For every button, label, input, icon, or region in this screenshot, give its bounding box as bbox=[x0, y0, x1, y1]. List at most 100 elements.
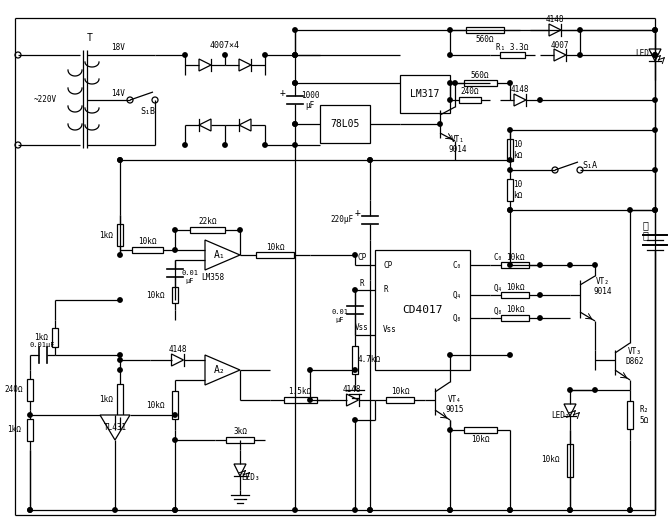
Text: LM317: LM317 bbox=[410, 89, 440, 99]
Bar bbox=[352, 346, 358, 374]
Circle shape bbox=[448, 508, 452, 512]
Polygon shape bbox=[171, 354, 183, 366]
Bar bbox=[284, 397, 316, 403]
Text: 4148: 4148 bbox=[510, 85, 529, 94]
Text: 1.5kΩ: 1.5kΩ bbox=[288, 387, 312, 396]
Circle shape bbox=[653, 208, 657, 212]
Text: C₀: C₀ bbox=[453, 260, 462, 269]
Circle shape bbox=[183, 143, 187, 147]
Bar bbox=[501, 292, 529, 298]
Text: Q₈: Q₈ bbox=[493, 307, 502, 316]
Circle shape bbox=[653, 28, 657, 32]
Circle shape bbox=[368, 158, 372, 162]
Circle shape bbox=[353, 368, 357, 372]
Text: 10kΩ: 10kΩ bbox=[146, 401, 165, 409]
Bar bbox=[507, 139, 513, 161]
Polygon shape bbox=[239, 59, 251, 71]
Text: 220μF: 220μF bbox=[330, 216, 353, 225]
Text: 240Ω: 240Ω bbox=[5, 385, 23, 395]
Circle shape bbox=[183, 53, 187, 57]
Circle shape bbox=[293, 53, 297, 57]
Circle shape bbox=[118, 158, 122, 162]
Circle shape bbox=[448, 353, 452, 357]
Circle shape bbox=[118, 253, 122, 257]
Polygon shape bbox=[514, 94, 526, 106]
Bar bbox=[375, 250, 470, 370]
Text: 1kΩ: 1kΩ bbox=[34, 333, 48, 342]
Circle shape bbox=[453, 81, 457, 85]
Text: 3kΩ: 3kΩ bbox=[233, 427, 247, 436]
Circle shape bbox=[538, 263, 542, 267]
Circle shape bbox=[293, 53, 297, 57]
Circle shape bbox=[508, 158, 512, 162]
Text: VT₃: VT₃ bbox=[628, 347, 642, 356]
Text: 10kΩ: 10kΩ bbox=[471, 434, 489, 444]
Polygon shape bbox=[649, 49, 661, 61]
Polygon shape bbox=[205, 240, 240, 270]
Text: +: + bbox=[280, 88, 286, 98]
Text: A₁: A₁ bbox=[214, 250, 226, 260]
Circle shape bbox=[568, 508, 572, 512]
Text: R₁ 3.3Ω: R₁ 3.3Ω bbox=[496, 43, 529, 52]
Bar bbox=[567, 444, 573, 476]
Text: μF: μF bbox=[336, 317, 345, 323]
Circle shape bbox=[263, 143, 267, 147]
Circle shape bbox=[628, 508, 632, 512]
Bar bbox=[226, 437, 254, 443]
Circle shape bbox=[368, 508, 372, 512]
Text: CP: CP bbox=[383, 260, 392, 269]
Text: 9014: 9014 bbox=[594, 288, 612, 297]
Polygon shape bbox=[347, 394, 359, 406]
Polygon shape bbox=[239, 119, 251, 131]
Text: LED₁: LED₁ bbox=[636, 48, 654, 57]
Text: Q₄: Q₄ bbox=[493, 284, 502, 292]
Circle shape bbox=[113, 508, 117, 512]
Circle shape bbox=[308, 368, 312, 372]
Bar bbox=[27, 379, 33, 401]
Circle shape bbox=[628, 508, 632, 512]
Circle shape bbox=[448, 98, 452, 102]
Circle shape bbox=[653, 53, 657, 57]
Circle shape bbox=[28, 413, 32, 417]
Circle shape bbox=[438, 122, 442, 126]
Circle shape bbox=[308, 398, 312, 402]
Text: 78L05: 78L05 bbox=[330, 119, 360, 129]
Text: 10kΩ: 10kΩ bbox=[138, 238, 157, 247]
Text: 10kΩ: 10kΩ bbox=[506, 306, 524, 315]
Text: Q₄: Q₄ bbox=[453, 290, 462, 299]
Polygon shape bbox=[199, 59, 211, 71]
Text: 0.01: 0.01 bbox=[181, 270, 199, 276]
Circle shape bbox=[508, 208, 512, 212]
Bar bbox=[189, 227, 225, 233]
Circle shape bbox=[293, 508, 297, 512]
Text: 10kΩ: 10kΩ bbox=[541, 455, 559, 464]
Text: 1kΩ: 1kΩ bbox=[7, 425, 21, 434]
Bar bbox=[466, 27, 504, 33]
Circle shape bbox=[593, 263, 597, 267]
Text: 240Ω: 240Ω bbox=[461, 87, 479, 96]
Text: 4148: 4148 bbox=[169, 346, 187, 355]
Circle shape bbox=[173, 508, 177, 512]
Circle shape bbox=[173, 413, 177, 417]
Circle shape bbox=[293, 28, 297, 32]
Bar bbox=[117, 384, 123, 416]
Text: μF: μF bbox=[186, 278, 194, 284]
Circle shape bbox=[628, 208, 632, 212]
Bar bbox=[464, 427, 496, 433]
Circle shape bbox=[508, 263, 512, 267]
Text: 1000: 1000 bbox=[301, 91, 319, 100]
Text: 4148: 4148 bbox=[546, 15, 564, 24]
Circle shape bbox=[653, 208, 657, 212]
Text: 0.01: 0.01 bbox=[332, 309, 349, 315]
Text: 9014: 9014 bbox=[449, 145, 467, 154]
Circle shape bbox=[173, 508, 177, 512]
Text: 10
kΩ: 10 kΩ bbox=[513, 180, 522, 200]
Text: LED₃: LED₃ bbox=[241, 473, 260, 482]
Polygon shape bbox=[199, 119, 211, 131]
Text: TL431: TL431 bbox=[104, 424, 126, 433]
Text: 1kΩ: 1kΩ bbox=[99, 395, 113, 405]
Text: 4148: 4148 bbox=[343, 385, 361, 395]
Bar bbox=[256, 252, 294, 258]
Circle shape bbox=[653, 168, 657, 172]
Circle shape bbox=[368, 508, 372, 512]
